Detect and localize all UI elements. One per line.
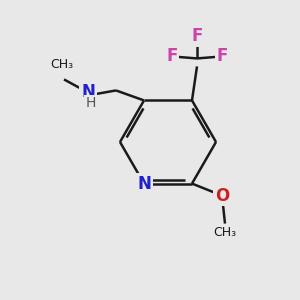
Text: F: F [166,47,178,65]
Text: O: O [215,187,229,205]
Text: N: N [137,175,151,193]
Text: H: H [86,96,96,110]
Text: N: N [81,83,95,101]
Text: F: F [216,47,228,65]
Text: F: F [191,27,203,45]
Text: CH₃: CH₃ [50,58,74,71]
Text: CH₃: CH₃ [213,226,237,238]
